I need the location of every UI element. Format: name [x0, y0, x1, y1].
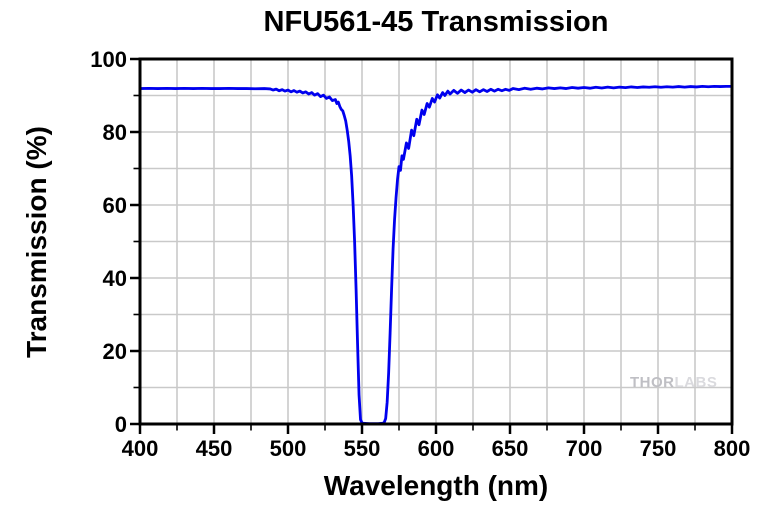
axis-frame — [138, 57, 734, 426]
x-tick-label: 550 — [344, 436, 381, 461]
thorlabs-watermark-labs: LABS — [674, 374, 718, 391]
x-tick-label: 650 — [492, 436, 529, 461]
x-tick-label: 800 — [714, 436, 751, 461]
y-tick-label: 60 — [103, 193, 127, 218]
y-axis-title: Transmission (%) — [21, 126, 52, 358]
chart-title: NFU561-45 Transmission — [263, 6, 609, 38]
y-tick-label: 80 — [103, 120, 127, 145]
x-tick-label: 500 — [270, 436, 307, 461]
x-tick-label: 600 — [418, 436, 455, 461]
x-tick-label: 750 — [640, 436, 677, 461]
x-tick-label: 400 — [122, 436, 159, 461]
y-tick-label: 100 — [90, 47, 127, 72]
x-tick-label: 700 — [566, 436, 603, 461]
y-tick-label: 20 — [103, 339, 127, 364]
transmission-curve — [138, 84, 734, 426]
thorlabs-watermark-thor: THOR — [630, 374, 675, 391]
thorlabs-watermark: THORLABS — [630, 374, 717, 391]
y-tick-label: 0 — [115, 412, 127, 437]
x-tick-label: 450 — [196, 436, 233, 461]
y-tick-label: 40 — [103, 266, 127, 291]
x-axis-title: Wavelength (nm) — [323, 470, 549, 501]
